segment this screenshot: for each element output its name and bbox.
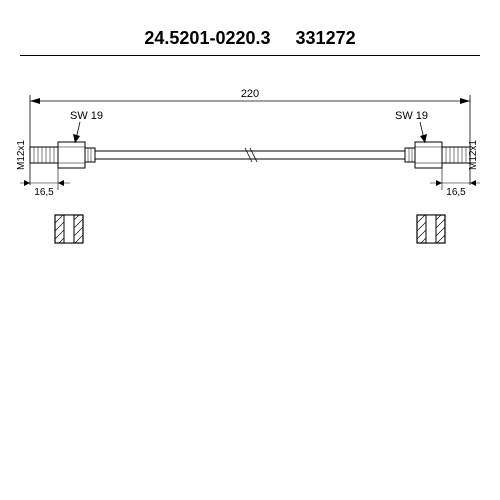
right-fitting-length: 16,5 <box>446 187 466 198</box>
left-thread-label: M12x1 <box>16 140 27 170</box>
technical-diagram: 220 SW 19 SW 19 M12x1 M12x1 <box>0 55 500 335</box>
left-end-view <box>55 215 83 243</box>
left-wrench-label: SW 19 <box>70 110 103 122</box>
ref-number: 331272 <box>296 28 356 48</box>
overall-length-label: 220 <box>241 88 259 100</box>
left-fitting-length: 16,5 <box>34 187 54 198</box>
right-wrench-label: SW 19 <box>395 110 428 122</box>
right-end-view <box>417 215 445 243</box>
title-block: 24.5201-0220.3 331272 <box>0 28 500 49</box>
part-number: 24.5201-0220.3 <box>144 28 270 48</box>
